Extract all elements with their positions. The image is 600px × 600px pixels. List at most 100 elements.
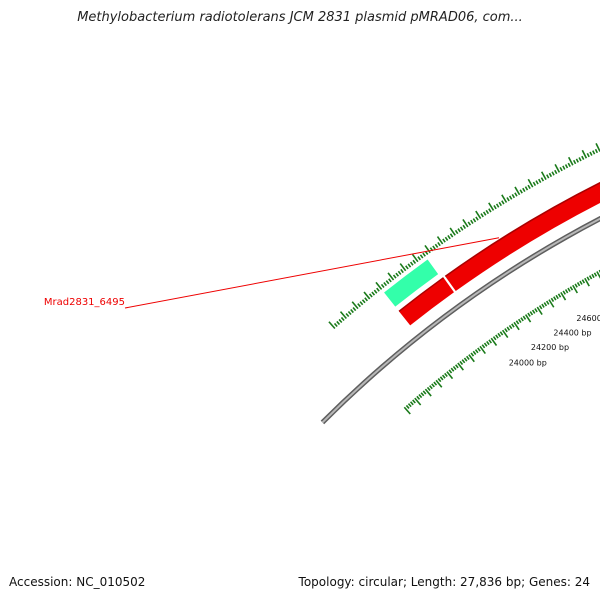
gene-feature[interactable]	[384, 259, 439, 307]
outer-tick-mark	[387, 272, 395, 281]
outer-tick-mark	[475, 216, 479, 221]
inner-tick-mark	[567, 287, 571, 292]
outer-tick-mark	[559, 166, 563, 172]
outer-tick-mark	[485, 209, 490, 215]
inner-tick-mark	[414, 397, 422, 406]
outer-tick-mark	[412, 259, 417, 264]
inner-tick-mark	[409, 401, 414, 406]
inner-tick-mark	[569, 286, 574, 291]
inner-tick-mark	[564, 289, 569, 294]
outer-tick-mark	[449, 227, 456, 236]
outer-tick-mark	[581, 155, 585, 161]
tick-label: 24000 bp	[509, 359, 547, 368]
outer-tick-mark	[554, 164, 561, 173]
outer-tick-mark	[540, 177, 545, 182]
genome-summary-text: Topology: circular; Length: 27,836 bp; G…	[298, 575, 590, 589]
outer-tick-mark	[482, 211, 487, 216]
outer-tick-mark	[519, 189, 523, 194]
gene-name-label[interactable]: Mrad2831_6495	[44, 297, 125, 308]
outer-tick-mark	[432, 245, 436, 250]
outer-tick-mark	[551, 171, 555, 176]
outer-tick-mark	[405, 265, 409, 270]
outer-tick-mark	[400, 268, 404, 274]
outer-tick-mark	[488, 202, 495, 211]
gene-rim	[444, 181, 600, 277]
outer-tick-mark	[548, 172, 553, 178]
inner-tick-mark	[420, 392, 425, 397]
outer-tick-mark	[434, 243, 439, 248]
inner-tick-mark	[513, 321, 520, 331]
inner-tick-mark	[446, 371, 454, 380]
outer-tick-mark	[371, 291, 376, 296]
outer-tick-mark	[395, 272, 400, 277]
outer-tick-mark	[419, 254, 424, 259]
outer-tick-mark	[338, 318, 343, 323]
inner-tick-mark	[504, 328, 508, 333]
inner-tick-mark	[448, 369, 453, 374]
inner-tick-mark	[479, 345, 486, 355]
accession-text: Accession: NC_010502	[9, 575, 146, 589]
inner-tick-mark	[450, 367, 455, 372]
outer-tick-mark	[538, 178, 542, 183]
outer-tick-mark	[594, 148, 599, 154]
outer-tick-mark	[336, 320, 341, 325]
outer-tick-mark	[495, 203, 500, 208]
forward-gene-arrow[interactable]	[399, 277, 454, 326]
outer-tick-mark	[363, 291, 371, 300]
outer-tick-mark	[472, 218, 477, 223]
outer-tick-mark	[498, 201, 502, 207]
inner-tick-mark	[488, 339, 492, 344]
outer-tick-mark	[527, 178, 534, 188]
map-title: Methylobacterium radiotolerans JCM 2831 …	[77, 10, 523, 25]
outer-tick-mark	[409, 261, 414, 266]
outer-tick-mark	[368, 293, 373, 298]
outer-tick-mark	[350, 308, 354, 314]
outer-tick-mark	[333, 322, 338, 327]
inner-tick-mark	[418, 394, 423, 399]
inner-tick-mark	[483, 342, 488, 347]
outer-tick-mark	[437, 241, 441, 247]
outer-tick-mark	[447, 235, 451, 240]
inner-tick-mark	[470, 352, 475, 357]
outer-tick-mark	[546, 174, 550, 179]
outer-tick-mark	[493, 205, 497, 210]
inner-tick-mark	[545, 300, 550, 305]
outer-tick-mark	[475, 210, 482, 220]
outer-tick-mark	[572, 159, 577, 165]
outer-tick-mark	[562, 165, 566, 170]
inner-tick-mark	[560, 291, 567, 301]
inner-tick-mark	[490, 337, 498, 346]
outer-tick-mark	[364, 297, 368, 302]
inner-tick-mark	[511, 323, 515, 328]
inner-tick-mark	[474, 349, 479, 354]
outer-tick-ring	[328, 143, 600, 330]
inner-tick-mark	[497, 332, 502, 338]
inner-tick-mark	[529, 311, 534, 316]
outer-tick-mark	[470, 219, 474, 224]
forward-gene-arrow[interactable]	[445, 179, 600, 292]
outer-tick-mark	[508, 195, 513, 200]
outer-tick-mark	[575, 158, 579, 163]
outer-tick-mark	[376, 287, 380, 292]
outer-tick-mark	[424, 244, 431, 254]
inner-tick-mark	[591, 273, 595, 279]
outer-tick-mark	[385, 280, 390, 285]
inner-tick-mark	[593, 272, 598, 277]
inner-tick-mark	[520, 317, 524, 322]
outer-tick-mark	[442, 238, 446, 243]
outer-tick-mark	[388, 278, 392, 283]
inner-tick-mark	[541, 303, 545, 308]
outer-tick-mark	[586, 152, 590, 158]
outer-tick-mark	[357, 303, 361, 308]
outer-tick-mark	[392, 274, 397, 279]
inner-tick-mark	[463, 357, 468, 362]
outer-tick-mark	[339, 311, 347, 320]
outer-tick-mark	[380, 283, 385, 288]
outer-tick-mark	[399, 263, 407, 272]
inner-tick-mark	[553, 296, 557, 301]
inner-tick-mark	[468, 354, 475, 363]
inner-tick-mark	[455, 364, 459, 369]
outer-tick-mark	[383, 281, 387, 287]
inner-tick-mark	[576, 282, 581, 287]
inner-tick-mark	[435, 379, 443, 388]
